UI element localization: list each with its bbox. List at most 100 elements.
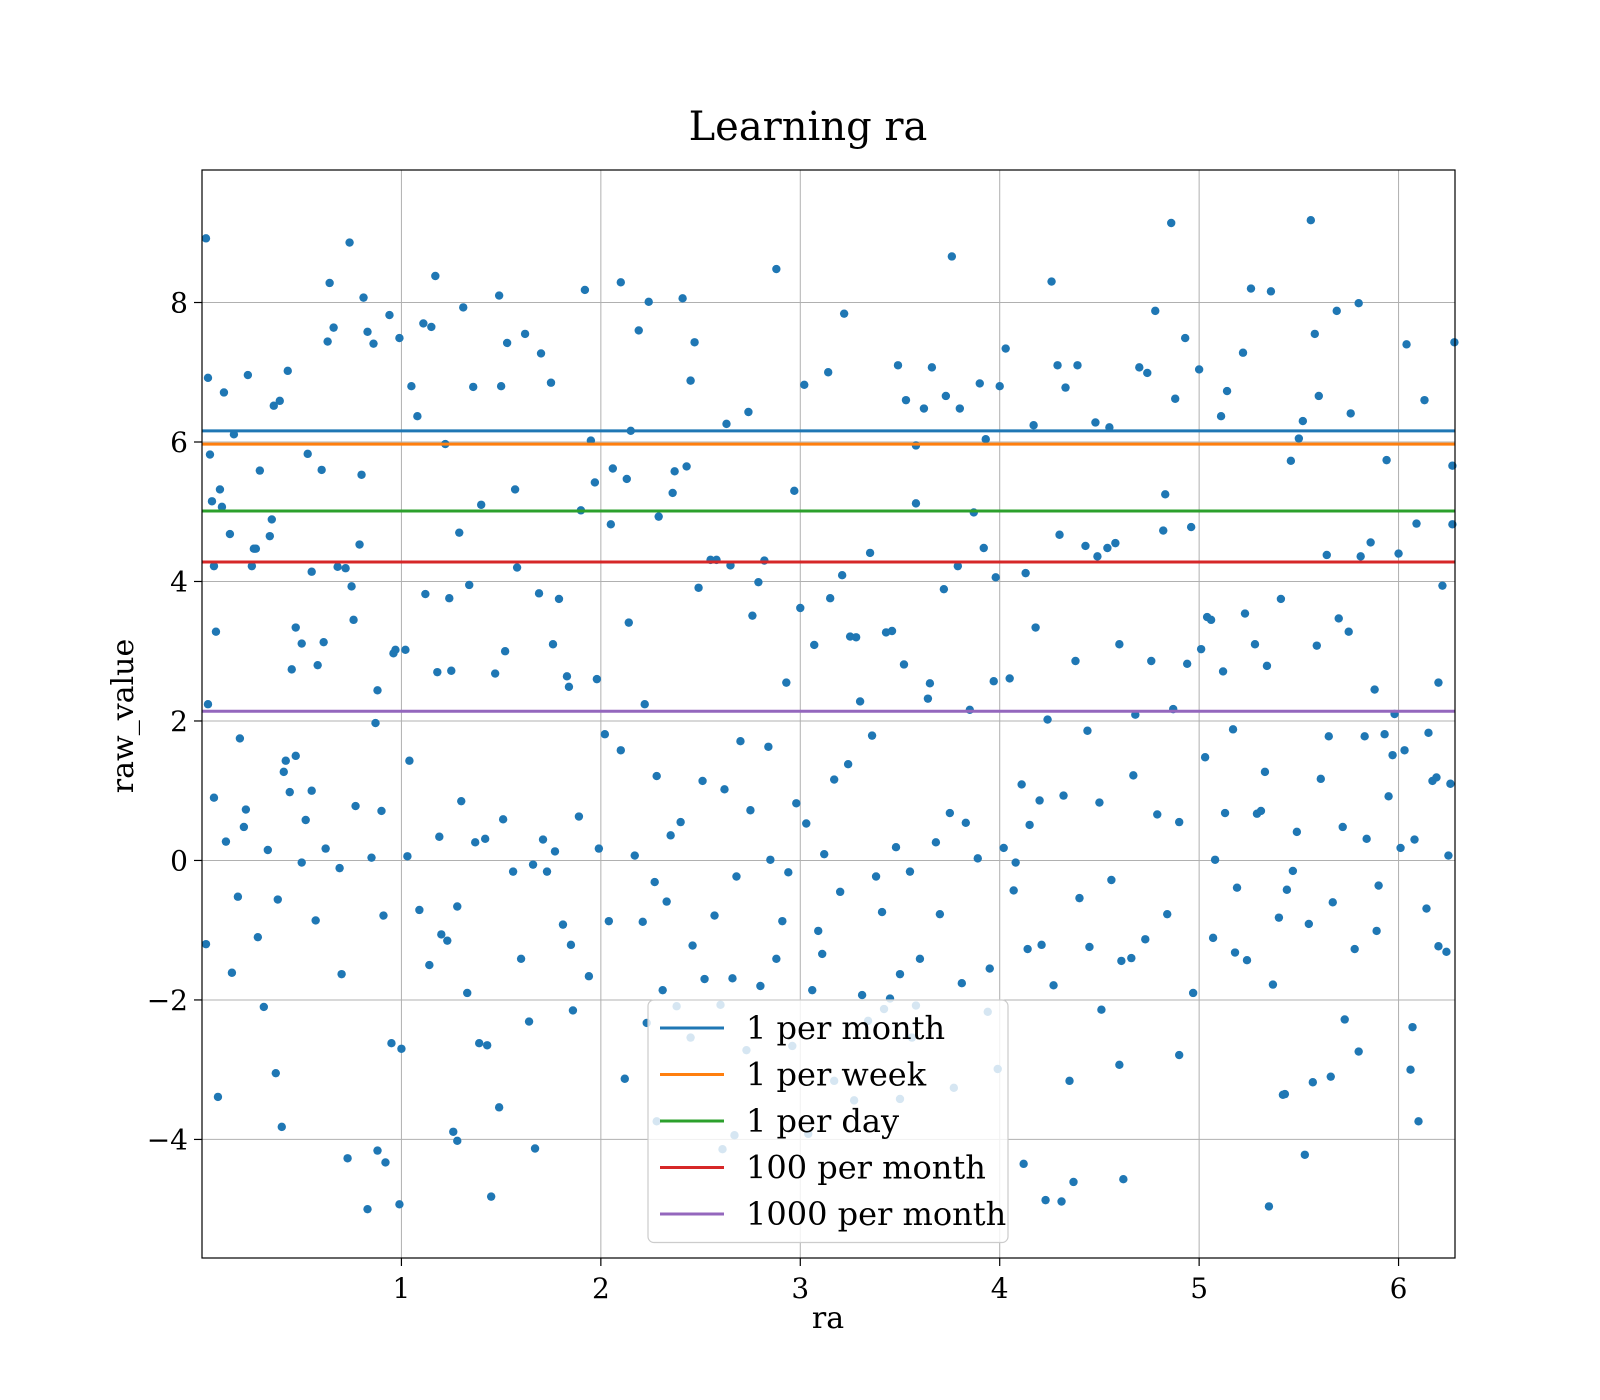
scatter-point xyxy=(512,563,522,572)
scatter-point xyxy=(1346,409,1355,418)
scatter-point xyxy=(1238,348,1248,357)
scatter-point xyxy=(205,450,215,459)
scatter-point xyxy=(1210,855,1220,864)
scatter-point xyxy=(624,618,633,627)
scatter-point xyxy=(319,637,328,647)
x-tick-label: 1 xyxy=(393,1272,411,1305)
scatter-point xyxy=(1200,753,1210,762)
scatter-point xyxy=(941,391,951,401)
scatter-point xyxy=(403,852,412,861)
scatter-point xyxy=(1093,552,1102,561)
scatter-point xyxy=(1043,715,1052,724)
scatter-point xyxy=(1382,455,1391,465)
scatter-point xyxy=(395,333,404,343)
scatter-point xyxy=(281,756,290,765)
scatter-point xyxy=(947,252,957,261)
scatter-point xyxy=(1115,640,1124,649)
scatter-point xyxy=(377,806,386,816)
scatter-point xyxy=(1240,609,1250,618)
scatter-point xyxy=(1326,1072,1335,1081)
legend-label: 1 per week xyxy=(746,1056,927,1094)
scatter-point xyxy=(1274,913,1284,922)
scatter-point xyxy=(1264,1202,1274,1211)
scatter-point xyxy=(1188,988,1198,998)
scatter-point xyxy=(1061,383,1070,392)
scatter-point xyxy=(1402,340,1411,349)
scatter-point xyxy=(203,700,213,709)
scatter-point xyxy=(1208,933,1218,943)
scatter-point xyxy=(778,916,787,926)
scatter-point xyxy=(1196,644,1206,654)
scatter-point xyxy=(1083,726,1092,735)
scatter-point xyxy=(1250,640,1260,649)
scatter-point xyxy=(620,1074,629,1083)
scatter-point xyxy=(453,1136,462,1146)
scatter-point xyxy=(808,985,817,995)
scatter-point xyxy=(554,594,564,604)
scatter-point xyxy=(1222,386,1232,396)
scatter-point xyxy=(1055,530,1064,539)
scatter-point xyxy=(919,404,929,413)
scatter-point xyxy=(369,339,378,348)
scatter-point xyxy=(433,667,442,677)
scatter-point xyxy=(676,817,685,827)
scatter-point xyxy=(1292,827,1302,837)
scatter-point xyxy=(1422,904,1431,913)
scatter-point xyxy=(548,640,558,649)
scatter-point xyxy=(357,470,366,479)
scatter-point xyxy=(698,776,707,786)
scatter-point xyxy=(690,338,699,347)
y-tick-label: 4 xyxy=(170,565,188,598)
scatter-point xyxy=(471,838,480,847)
scatter-point xyxy=(333,562,342,572)
scatter-point xyxy=(810,640,819,650)
scatter-point xyxy=(277,1122,286,1132)
scatter-point xyxy=(291,751,300,761)
scatter-point xyxy=(1147,656,1156,666)
scatter-point xyxy=(307,786,316,795)
scatter-point xyxy=(267,515,276,524)
scatter-point xyxy=(1256,806,1266,816)
scatter-point xyxy=(989,677,998,686)
scatter-point xyxy=(732,872,741,881)
scatter-point xyxy=(443,936,452,945)
scatter-point xyxy=(455,528,464,537)
scatter-point xyxy=(654,512,663,521)
scatter-point xyxy=(871,872,881,881)
scatter-point xyxy=(1312,641,1321,650)
scatter-point xyxy=(480,834,490,844)
scatter-point xyxy=(644,297,653,307)
scatter-point xyxy=(407,382,416,391)
scatter-point xyxy=(453,902,462,911)
scatter-point xyxy=(1298,416,1308,426)
scatter-point xyxy=(616,278,625,287)
scatter-point xyxy=(1432,773,1441,782)
scatter-point xyxy=(580,285,590,295)
scatter-point xyxy=(253,932,263,942)
scatter-point xyxy=(415,905,424,915)
scatter-point xyxy=(431,271,440,281)
scatter-point xyxy=(1324,732,1333,741)
scatter-point xyxy=(520,329,530,339)
scatter-point xyxy=(1340,1015,1349,1024)
scatter-point xyxy=(345,238,354,247)
y-axis-ticks: −4 −2 0 2 4 6 8 xyxy=(147,287,202,1156)
scatter-point xyxy=(574,812,584,821)
scatter-point xyxy=(1328,898,1337,907)
scatter-point xyxy=(391,645,400,655)
scatter-point xyxy=(1053,361,1062,370)
scatter-point xyxy=(1262,661,1272,671)
scatter-point xyxy=(1159,526,1168,535)
scatter-point xyxy=(558,920,568,929)
x-tick-label: 5 xyxy=(1190,1272,1208,1305)
legend-label: 100 per month xyxy=(746,1149,986,1187)
scatter-point xyxy=(486,1192,496,1201)
scatter-point xyxy=(1049,981,1058,990)
scatter-point xyxy=(1306,216,1316,225)
scatter-point xyxy=(449,1127,458,1136)
scatter-point xyxy=(1294,434,1304,443)
scatter-point xyxy=(1232,883,1242,892)
scatter-point xyxy=(1442,947,1451,957)
scatter-point xyxy=(1031,623,1040,632)
scatter-point xyxy=(953,561,963,571)
